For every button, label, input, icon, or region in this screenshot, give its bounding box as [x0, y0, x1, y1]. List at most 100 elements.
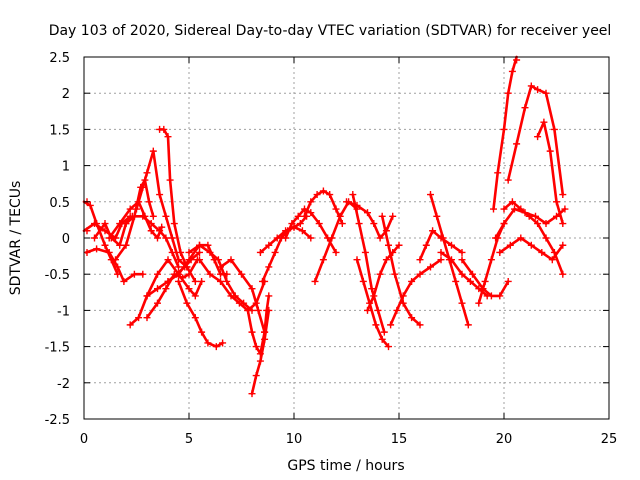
chart-title: Day 103 of 2020, Sidereal Day-to-day VTE… — [49, 23, 612, 39]
series-line — [418, 229, 464, 261]
data-point — [143, 314, 151, 322]
series-line — [351, 193, 386, 334]
data-point — [135, 314, 143, 322]
data-point — [370, 220, 378, 228]
data-point — [164, 133, 172, 141]
data-series-track-38 — [492, 205, 569, 242]
data-point — [177, 248, 185, 256]
data-point — [130, 270, 138, 278]
data-point — [504, 277, 512, 285]
series-line — [219, 258, 266, 334]
data-point — [147, 220, 155, 228]
data-point — [265, 263, 273, 271]
data-point — [204, 339, 212, 347]
data-point — [196, 241, 203, 249]
data-point — [332, 248, 340, 256]
data-point — [427, 263, 434, 271]
data-point — [116, 220, 124, 228]
data-point — [160, 125, 168, 133]
data-point — [382, 256, 390, 264]
series-line — [355, 258, 390, 348]
data-point — [265, 292, 273, 300]
x-tick-label: 0 — [80, 432, 88, 447]
data-point — [319, 256, 327, 264]
data-point — [91, 234, 98, 242]
data-point — [301, 212, 308, 220]
data-series — [82, 55, 569, 398]
data-point — [122, 220, 130, 228]
series-line — [380, 215, 422, 327]
data-point — [550, 125, 558, 133]
data-point — [313, 191, 321, 199]
data-point — [214, 256, 222, 264]
axis-ticks: 0 5 10 15 20 25 2.5 2 1.5 1 0.5 0 -0.5 -1 -1.5 -2 -2.5 — [45, 51, 618, 447]
data-point — [254, 306, 262, 314]
data-point — [162, 212, 170, 220]
data-point — [538, 248, 546, 256]
data-series-track-19 — [248, 306, 273, 398]
data-point — [164, 256, 172, 264]
data-point — [175, 263, 182, 271]
data-point — [170, 220, 178, 228]
data-point — [235, 299, 243, 307]
data-point — [433, 212, 441, 220]
data-point — [114, 263, 122, 271]
data-point — [429, 227, 437, 235]
data-series-track-31 — [416, 227, 466, 264]
data-point — [452, 277, 460, 285]
data-series-track-6 — [112, 176, 157, 264]
data-point — [143, 292, 151, 300]
series-line — [506, 84, 565, 196]
data-point — [112, 256, 119, 264]
data-point — [416, 256, 424, 264]
y-tick-label: 1.5 — [49, 123, 70, 138]
data-point — [168, 234, 176, 242]
data-point — [506, 241, 514, 249]
data-point — [511, 205, 518, 213]
data-point — [387, 321, 395, 329]
data-point — [139, 212, 147, 220]
data-series-track-27 — [353, 256, 392, 351]
data-series-track-29 — [378, 212, 424, 329]
data-point — [162, 234, 170, 242]
data-point — [185, 248, 193, 256]
data-point — [130, 212, 138, 220]
data-series-track-40 — [496, 234, 567, 264]
data-point — [385, 241, 392, 249]
data-point — [540, 118, 548, 126]
data-point — [147, 227, 155, 235]
data-point — [500, 220, 508, 228]
data-point — [248, 285, 256, 293]
data-point — [561, 205, 569, 213]
data-point — [517, 234, 525, 242]
y-tick-label: -0.5 — [45, 268, 70, 283]
data-point — [259, 277, 266, 285]
y-tick-label: -2.5 — [45, 413, 70, 428]
data-point — [307, 209, 315, 217]
data-point — [376, 234, 384, 242]
data-series-track-7 — [122, 212, 182, 271]
data-point — [143, 169, 151, 177]
data-point — [162, 285, 170, 293]
data-point — [156, 227, 164, 235]
data-point — [83, 248, 91, 256]
data-point — [469, 270, 476, 278]
data-point — [328, 234, 336, 242]
data-point — [298, 227, 306, 235]
data-point — [149, 212, 157, 220]
data-point — [122, 241, 130, 249]
y-tick-label: 0 — [62, 232, 70, 247]
data-point — [416, 270, 424, 278]
data-point — [534, 133, 542, 141]
data-point — [175, 256, 182, 264]
data-point — [185, 285, 193, 293]
y-tick-label: 1 — [62, 160, 70, 175]
data-point — [183, 299, 191, 307]
data-point — [559, 191, 567, 199]
x-tick-label: 15 — [391, 432, 408, 447]
data-point — [408, 314, 416, 322]
y-tick-label: -1.5 — [45, 341, 70, 356]
data-point — [156, 191, 164, 199]
data-point — [217, 277, 224, 285]
